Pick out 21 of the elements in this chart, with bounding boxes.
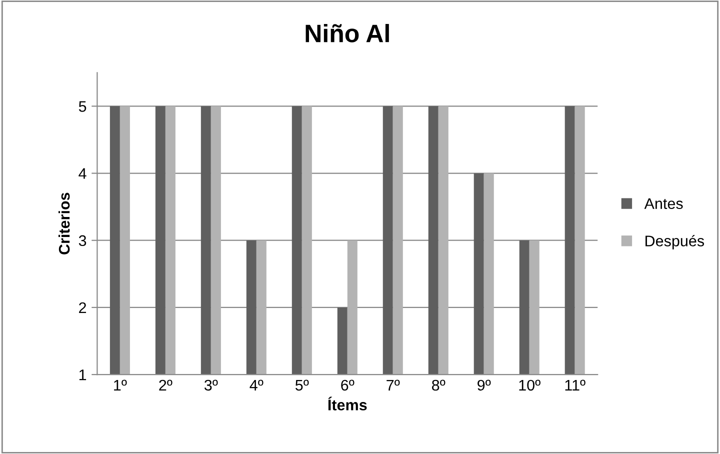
x-tick-label: 11º	[565, 380, 586, 390]
x-tick-label: 8º	[432, 380, 446, 391]
x-tick-label: 9º	[478, 380, 491, 391]
x-tick-label: 2º	[159, 380, 172, 390]
x-axis-title: Ítems	[328, 396, 367, 410]
legend-label: Antes	[644, 198, 683, 210]
y-tick-label: 2	[79, 302, 86, 313]
x-tick-label: 5º	[295, 380, 309, 391]
y-tick-label: 5	[78, 101, 86, 112]
x-tick-label: 10º	[519, 380, 540, 391]
y-tick-label: 3	[78, 235, 86, 246]
x-tick-label: 7º	[386, 380, 400, 390]
x-tick-label: 6º	[341, 380, 354, 391]
x-tick-label: 1º	[114, 380, 127, 390]
chart-title: Niño Al	[306, 24, 389, 42]
y-axis-title: Criterios	[58, 192, 70, 254]
legend-label: Después	[646, 234, 704, 250]
y-tick-label: 4	[78, 168, 86, 179]
x-tick-label: 4º	[250, 380, 264, 390]
y-tick-label: 1	[79, 370, 86, 380]
x-tick-label: 3º	[204, 380, 218, 391]
